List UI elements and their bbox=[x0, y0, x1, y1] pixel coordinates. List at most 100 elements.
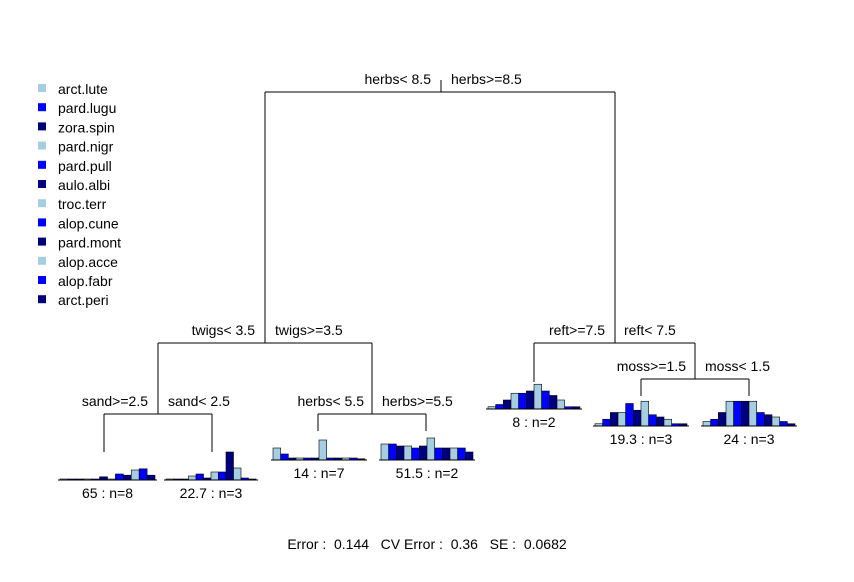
leaf-bar bbox=[710, 418, 719, 427]
leaf-bar bbox=[725, 400, 734, 427]
leaf-bar bbox=[146, 474, 156, 481]
split-rr-right: moss< 1.5 bbox=[705, 358, 770, 374]
leaf-bar bbox=[188, 475, 197, 481]
split-l-right: twigs>=3.5 bbox=[275, 322, 343, 338]
leaf-bar bbox=[764, 414, 773, 427]
split-ll-left: sand>=2.5 bbox=[82, 393, 148, 409]
leaf-bar bbox=[218, 471, 227, 481]
split-l-left: twigs< 3.5 bbox=[192, 322, 256, 338]
legend-label: arct.lute bbox=[58, 81, 108, 97]
leaf-bar bbox=[702, 421, 711, 427]
leaf-bar bbox=[549, 395, 558, 410]
leaf-bar bbox=[419, 445, 428, 461]
leaf-bar bbox=[434, 447, 443, 461]
leaf-label: 65 : n=8 bbox=[82, 485, 133, 501]
leaf-bar bbox=[556, 399, 565, 410]
legend-swatch bbox=[38, 295, 46, 304]
leaf-bar bbox=[610, 412, 619, 427]
leaf-bar bbox=[115, 473, 124, 481]
legend-label: pard.pull bbox=[58, 158, 112, 174]
leaf-node: 22.7 : n=3 bbox=[164, 451, 258, 501]
legend-label: alop.fabr bbox=[58, 273, 113, 289]
leaf-bar bbox=[233, 467, 242, 481]
leaf-bar bbox=[457, 447, 466, 461]
leaf-label: 24 : n=3 bbox=[724, 431, 775, 447]
leaf-bar bbox=[633, 409, 642, 427]
leaf-bar bbox=[411, 447, 420, 461]
leaf-label: 19.3 : n=3 bbox=[610, 431, 673, 447]
leaf-bar bbox=[503, 399, 512, 410]
leaf-bar bbox=[625, 403, 634, 427]
leaf-bar bbox=[138, 468, 148, 481]
leaf-bar bbox=[533, 383, 542, 410]
leaf-bar bbox=[741, 400, 750, 427]
leaf-node: 14 : n=7 bbox=[271, 439, 367, 481]
leaf-bar bbox=[318, 439, 327, 461]
legend-swatch bbox=[38, 256, 46, 265]
leaf-bar bbox=[526, 390, 535, 410]
leaf-bar bbox=[272, 447, 281, 461]
leaf-label: 8 : n=2 bbox=[512, 414, 555, 430]
legend-label: troc.terr bbox=[58, 196, 107, 212]
leaf-label: 22.7 : n=3 bbox=[180, 485, 243, 501]
leaf-bar bbox=[756, 412, 765, 427]
leaf-node: 51.5 : n=2 bbox=[379, 437, 475, 481]
leaf-bar bbox=[426, 437, 435, 461]
leaves: 65 : n=8 22.7 : n=3 14 : n=7 51.5 : n=2 8 : … bbox=[58, 383, 797, 501]
legend-label: pard.mont bbox=[58, 235, 121, 251]
leaf-bar bbox=[518, 392, 527, 410]
split-rr-left: moss>=1.5 bbox=[617, 358, 686, 374]
leaf-bar bbox=[779, 421, 788, 427]
split-r-right: reft< 7.5 bbox=[624, 322, 676, 338]
leaf-bar bbox=[380, 443, 389, 461]
leaf-bar bbox=[718, 412, 727, 427]
leaf-bar bbox=[541, 390, 550, 410]
leaf-bar bbox=[442, 447, 451, 461]
leaf-label: 14 : n=7 bbox=[294, 465, 345, 481]
split-root-left: herbs< 8.5 bbox=[364, 71, 431, 87]
legend: arct.lute pard.lugu zora.spin pard.nigr pard… bbox=[38, 81, 121, 308]
legend-swatch bbox=[38, 103, 46, 112]
leaf-bar bbox=[495, 404, 504, 410]
legend-swatch bbox=[38, 160, 46, 169]
legend-label: zora.spin bbox=[58, 119, 115, 135]
legend-label: aulo.albi bbox=[58, 177, 110, 193]
split-lr-right: herbs>=5.5 bbox=[382, 393, 453, 409]
leaf-bar bbox=[403, 445, 412, 461]
split-root-right: herbs>=8.5 bbox=[451, 71, 522, 87]
legend-swatch bbox=[38, 141, 46, 150]
leaf-bar bbox=[280, 453, 289, 461]
legend-swatch bbox=[38, 237, 46, 246]
leaf-bar bbox=[225, 451, 234, 481]
legend-swatch bbox=[38, 122, 46, 131]
leaf-bar bbox=[195, 473, 204, 481]
tree-edges bbox=[103, 80, 750, 452]
leaf-bar bbox=[388, 443, 397, 461]
split-ll-right: sand< 2.5 bbox=[168, 393, 230, 409]
leaf-bar bbox=[733, 400, 742, 427]
legend-swatch bbox=[38, 276, 46, 284]
leaf-bar bbox=[617, 412, 626, 427]
legend-label: alop.acce bbox=[58, 254, 118, 270]
legend-label: arct.peri bbox=[58, 292, 109, 308]
legend-label: pard.lugu bbox=[58, 100, 116, 116]
legend-label: alop.cune bbox=[58, 215, 119, 231]
leaf-node: 24 : n=3 bbox=[701, 400, 797, 447]
legend-swatch bbox=[38, 218, 46, 227]
leaf-bar bbox=[771, 416, 780, 427]
leaf-node: 65 : n=8 bbox=[58, 468, 157, 501]
legend-swatch bbox=[38, 199, 46, 208]
leaf-bar bbox=[656, 416, 665, 427]
leaf-bar bbox=[648, 414, 657, 427]
leaf-label: 51.5 : n=2 bbox=[396, 465, 459, 481]
legend-label: pard.nigr bbox=[58, 139, 114, 155]
leaf-bar bbox=[663, 418, 672, 427]
leaf-node: 8 : n=2 bbox=[486, 383, 582, 430]
leaf-bar bbox=[123, 474, 132, 481]
leaf-bar bbox=[640, 400, 649, 427]
leaf-bar bbox=[210, 471, 219, 481]
legend-swatch bbox=[38, 84, 46, 92]
error-summary: Error : 0.144 CV Error : 0.36 SE : 0.068… bbox=[287, 536, 567, 552]
leaf-bar bbox=[465, 451, 474, 461]
